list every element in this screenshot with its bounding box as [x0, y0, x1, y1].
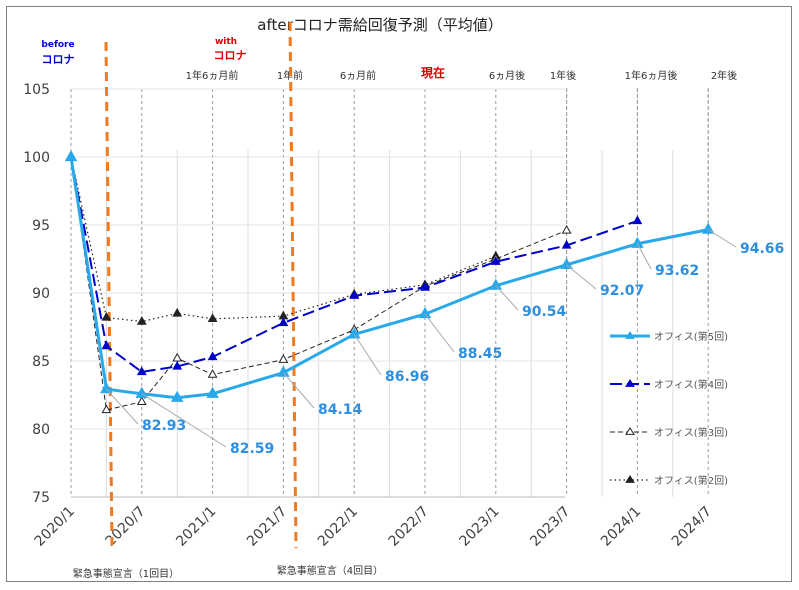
data-point [207, 313, 218, 323]
series-line [69, 156, 709, 400]
y-tick-label: 100 [23, 150, 50, 166]
legend-label: オフィス(第4回) [654, 378, 728, 391]
data-point [632, 215, 643, 225]
data-point [207, 369, 218, 378]
top-label: with [215, 37, 237, 47]
legend-marker [625, 379, 635, 387]
data-label-leader [424, 313, 455, 353]
data-point [560, 257, 573, 269]
top-label: 6ヵ月後 [489, 69, 525, 82]
data-label-leader [353, 334, 382, 376]
data-point [278, 354, 289, 363]
x-tick-label: 2024/1 [598, 504, 644, 550]
legend-label: オフィス(第5回) [654, 330, 728, 343]
data-point [172, 360, 183, 370]
data-point [136, 366, 147, 376]
data-label-leader [141, 393, 227, 448]
data-label-leader [636, 243, 652, 270]
data-point [136, 396, 147, 405]
emergency-line-2 [288, 21, 298, 549]
data-label: 92.07 [600, 283, 644, 299]
x-tick-label: 2023/1 [456, 504, 502, 550]
chart-frame [6, 6, 792, 582]
data-point [349, 290, 360, 299]
emergency-line-1 [104, 41, 114, 546]
data-point [277, 365, 290, 377]
data-point [418, 307, 432, 319]
data-point [278, 317, 289, 327]
top-label: 1年後 [550, 69, 576, 82]
data-label: 86.96 [385, 369, 429, 385]
data-label-leader [495, 285, 519, 311]
x-tick-label: 2020/1 [32, 504, 78, 550]
legend-label: オフィス(第2回) [654, 474, 728, 487]
x-tick-label: 2020/7 [102, 504, 148, 550]
legend-label: オフィス(第3回) [654, 426, 728, 439]
top-label: before [41, 40, 74, 50]
data-point [490, 256, 501, 265]
x-tick-label: 2022/1 [315, 504, 361, 550]
top-label: 2年後 [711, 69, 737, 82]
x-tick-label: 2021/1 [173, 504, 219, 550]
top-label: 6ヵ月前 [340, 69, 376, 82]
data-label: 82.59 [230, 441, 274, 457]
data-point [170, 390, 184, 402]
top-label: コロナ [214, 49, 247, 62]
data-point [101, 404, 112, 414]
data-point [101, 311, 112, 321]
data-point [101, 340, 112, 350]
legend-marker [625, 475, 635, 483]
series-line [70, 156, 567, 411]
y-tick-label: 75 [32, 490, 50, 506]
x-tick-label: 2023/7 [527, 504, 573, 550]
y-tick-label: 85 [32, 354, 50, 370]
data-point [172, 307, 183, 317]
y-tick-label: 80 [32, 422, 50, 438]
chart-title: afterコロナ需給回復予測（平均値） [257, 16, 503, 34]
data-point [561, 239, 572, 249]
data-label: 84.14 [318, 402, 363, 418]
data-point [172, 352, 183, 362]
legend-marker [625, 427, 635, 435]
legend-marker [625, 331, 635, 339]
data-point [206, 386, 219, 398]
data-point [561, 224, 572, 234]
data-label: 93.62 [655, 263, 699, 279]
annotation-1: 緊急事態宣言（1回目） [73, 567, 179, 580]
data-point [489, 278, 503, 290]
data-point [136, 316, 147, 325]
data-label: 88.45 [458, 346, 502, 362]
data-point [347, 327, 361, 339]
data-label: 90.54 [522, 304, 567, 320]
series-line [70, 156, 497, 323]
series-line [70, 156, 638, 373]
data-label: 94.66 [740, 241, 784, 257]
x-tick-label: 2021/7 [244, 504, 290, 550]
x-tick-label: 2024/7 [669, 504, 715, 550]
data-point [64, 149, 78, 162]
top-label: 現在 [421, 65, 445, 80]
annotation-2: 緊急事態宣言（4回目） [277, 564, 383, 577]
data-point [420, 282, 430, 291]
top-label: 1年6ヵ月後 [625, 69, 678, 82]
data-label: 82.93 [142, 418, 186, 434]
data-point [631, 236, 644, 248]
y-tick-label: 105 [23, 82, 50, 98]
top-label: 1年6ヵ月前 [186, 69, 239, 82]
data-point [100, 382, 113, 394]
data-label-leader [283, 372, 315, 409]
data-label-leader [566, 264, 597, 290]
top-label: コロナ [42, 53, 75, 66]
x-tick-label: 2022/7 [386, 504, 432, 550]
data-label-leader [106, 388, 139, 425]
y-tick-label: 95 [32, 218, 50, 234]
data-point [207, 351, 218, 361]
data-label-leader [707, 229, 737, 248]
y-tick-label: 90 [32, 286, 50, 302]
